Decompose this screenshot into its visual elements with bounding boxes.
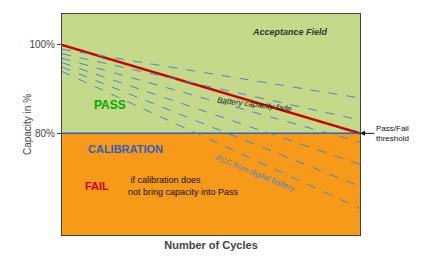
svg-text:Pass/Failthreshold: Pass/Failthreshold — [376, 124, 409, 143]
svg-text:FCC from digital battery: FCC from digital battery — [214, 153, 297, 193]
svg-text:PASS: PASS — [94, 98, 126, 112]
svg-text:Capacity in %: Capacity in % — [22, 94, 33, 155]
svg-text:Acceptance Field: Acceptance Field — [252, 27, 328, 37]
svg-text:Number of Cycles: Number of Cycles — [164, 239, 258, 251]
svg-text:CALIBRATION: CALIBRATION — [88, 143, 163, 155]
svg-text:Battery capacity fade: Battery capacity fade — [217, 95, 293, 113]
svg-text:100%: 100% — [29, 39, 55, 50]
svg-text:if calibration doesnot bring c: if calibration doesnot bring capacity in… — [128, 175, 239, 197]
svg-text:FAIL: FAIL — [85, 180, 109, 192]
svg-text:80%: 80% — [35, 128, 55, 139]
